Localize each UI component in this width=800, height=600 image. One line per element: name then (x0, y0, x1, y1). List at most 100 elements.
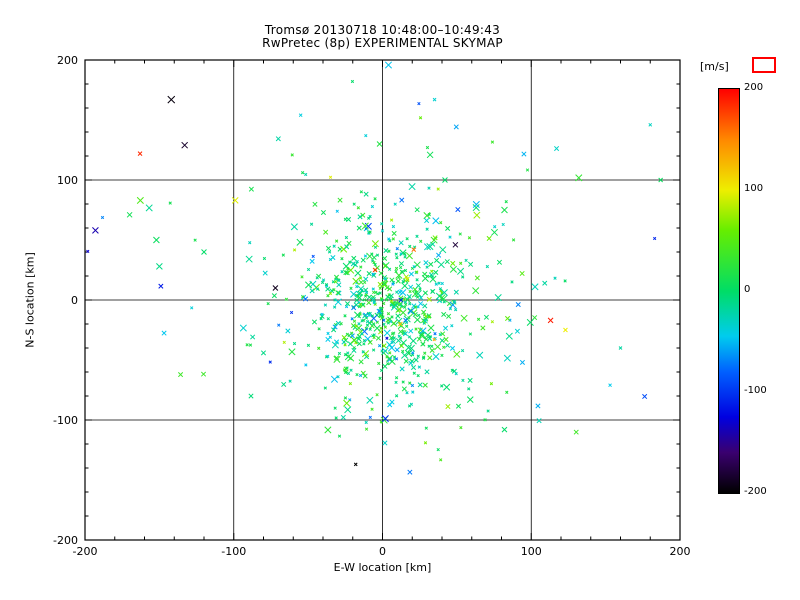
data-point (381, 347, 389, 355)
data-point (505, 332, 513, 340)
data-point (355, 259, 359, 264)
data-point (86, 249, 90, 254)
data-point (383, 277, 387, 281)
data-point (311, 319, 318, 325)
data-point (379, 420, 383, 424)
data-point (416, 373, 420, 378)
data-point (363, 254, 368, 258)
data-point (376, 141, 383, 147)
data-point (349, 368, 353, 372)
tick-labels: -200 -100 0 100 200 -200 -100 0 100 200 (53, 54, 690, 558)
data-points (86, 61, 664, 475)
data-point (349, 286, 353, 290)
data-point (432, 97, 437, 102)
data-point (416, 354, 420, 358)
data-point (391, 230, 397, 237)
data-point (378, 286, 382, 290)
chart-subtitle: RwPretec (8p) EXPERIMENTAL SKYMAP (262, 36, 503, 50)
data-point (378, 376, 382, 380)
data-point (418, 301, 424, 307)
data-point (423, 260, 429, 266)
data-point (387, 237, 391, 241)
data-point (404, 276, 410, 282)
data-point (418, 287, 422, 291)
data-point (357, 314, 361, 318)
data-point (317, 327, 321, 331)
data-point (326, 331, 330, 336)
data-point (436, 187, 440, 191)
y-axis-label: N-S location [km] (23, 252, 37, 348)
data-point (408, 183, 416, 191)
data-point (350, 331, 354, 335)
data-point (424, 369, 430, 375)
data-point (515, 302, 521, 308)
data-point (394, 252, 398, 256)
data-point (388, 335, 395, 341)
data-point (391, 224, 396, 229)
data-point (403, 305, 407, 309)
data-point (511, 238, 516, 242)
data-point (350, 261, 356, 267)
data-point (454, 372, 458, 376)
data-point (395, 247, 399, 251)
data-point (317, 346, 321, 350)
data-point (248, 343, 253, 347)
data-point (362, 373, 368, 379)
data-point (353, 462, 358, 467)
data-point (490, 140, 495, 144)
data-point (384, 61, 393, 69)
data-point (382, 255, 388, 262)
data-point (354, 341, 358, 345)
data-point (658, 177, 664, 183)
data-point (394, 347, 400, 353)
data-point (343, 269, 349, 276)
data-point (399, 289, 407, 297)
data-point (370, 407, 374, 411)
x-tick-label: -100 (221, 545, 246, 558)
colorbar-tick-label: 0 (744, 284, 751, 295)
data-point (239, 324, 247, 332)
data-point (423, 243, 432, 251)
data-point (399, 304, 403, 309)
data-point (440, 353, 444, 358)
data-point (245, 343, 249, 347)
data-point (332, 288, 336, 292)
data-point (334, 239, 339, 243)
data-point (452, 299, 456, 304)
data-point (375, 393, 379, 397)
data-point (426, 151, 434, 159)
data-point (440, 281, 444, 286)
data-point (519, 359, 526, 365)
data-point (285, 328, 291, 334)
data-point (472, 200, 480, 209)
data-point (525, 168, 530, 172)
data-point (414, 207, 420, 213)
data-point (461, 275, 465, 279)
data-point (424, 426, 428, 430)
data-point (453, 289, 459, 295)
data-point (472, 204, 480, 212)
colorbar-max-swatch (752, 57, 776, 73)
data-point (137, 151, 143, 156)
data-point (386, 341, 394, 349)
data-point (648, 122, 653, 127)
data-point (405, 237, 409, 241)
data-point (399, 252, 403, 256)
data-point (377, 344, 382, 348)
data-point (333, 298, 337, 302)
data-point (407, 344, 415, 352)
data-point (476, 351, 484, 359)
y-tick-label: -200 (53, 534, 78, 547)
data-point (328, 291, 333, 296)
data-point (547, 317, 554, 324)
data-point (460, 348, 465, 353)
data-point (425, 265, 429, 269)
data-point (382, 440, 388, 446)
data-point (446, 301, 452, 307)
data-point (358, 359, 364, 365)
data-point (389, 277, 395, 283)
data-point (436, 447, 440, 452)
data-point (411, 290, 419, 298)
data-point (357, 214, 363, 220)
data-point (422, 318, 428, 324)
